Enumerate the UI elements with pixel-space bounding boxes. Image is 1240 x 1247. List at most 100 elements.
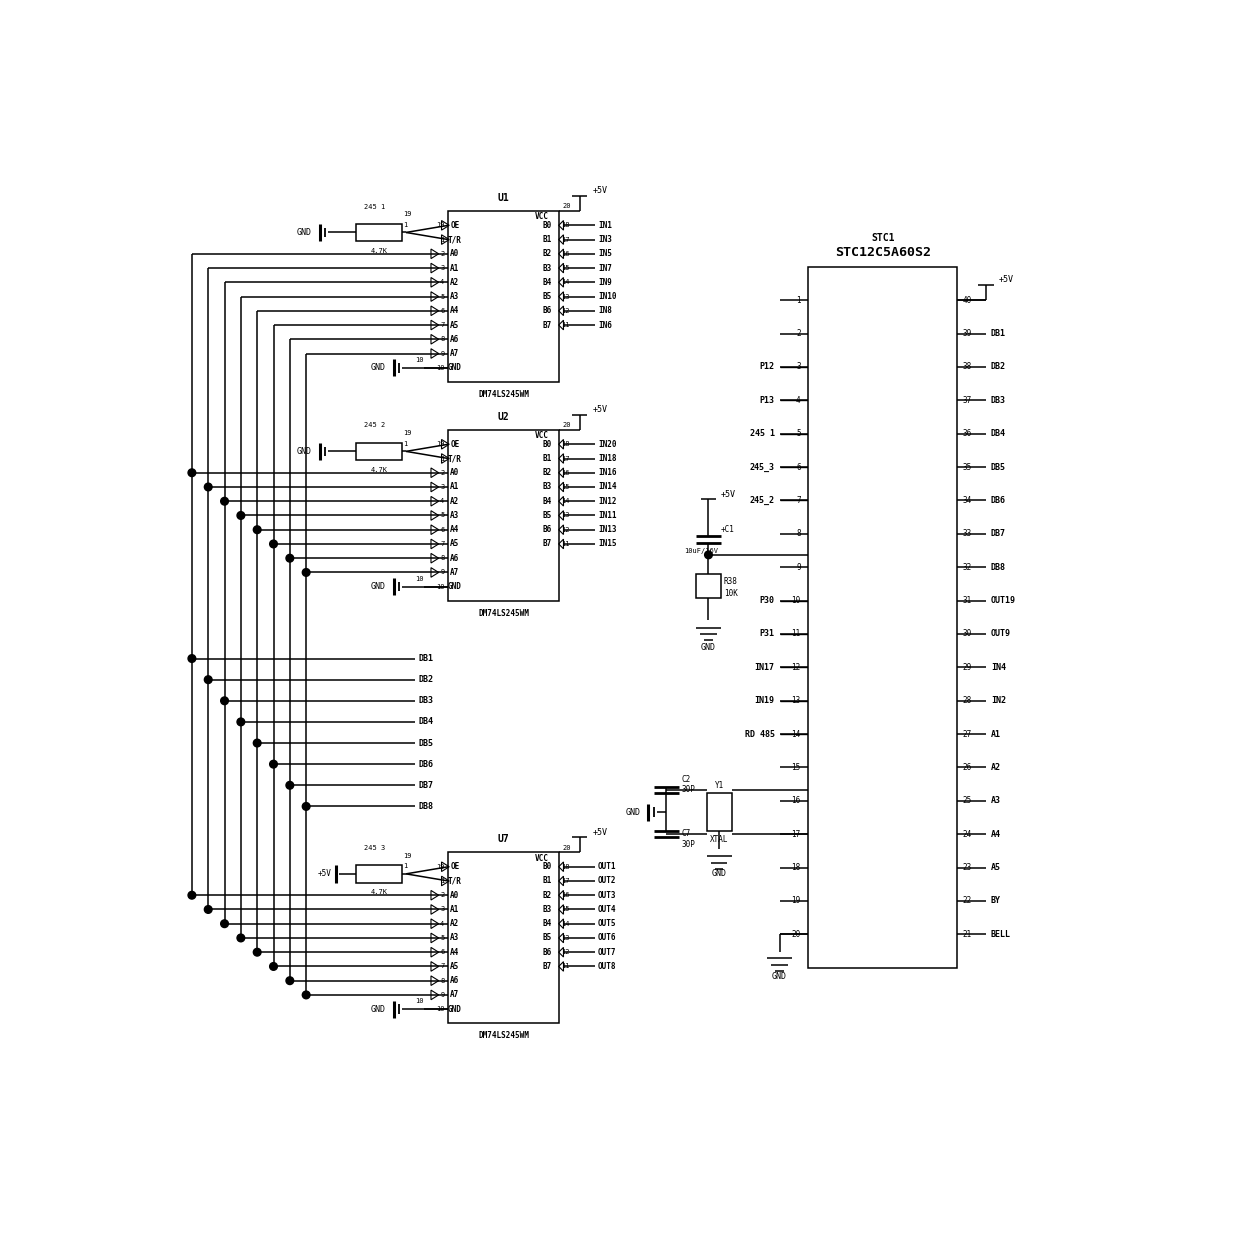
Text: OUT1: OUT1 [598, 862, 616, 872]
Text: OE: OE [450, 221, 460, 229]
Text: DB6: DB6 [418, 759, 434, 768]
Circle shape [188, 655, 196, 662]
Text: A5: A5 [450, 961, 460, 971]
Text: 22: 22 [963, 897, 972, 905]
Text: 1: 1 [440, 455, 444, 461]
Text: IN6: IN6 [598, 320, 611, 329]
Text: A7: A7 [450, 567, 460, 577]
Text: A2: A2 [450, 919, 460, 928]
Text: 9: 9 [440, 570, 444, 575]
Text: 25: 25 [963, 797, 972, 806]
Text: IN12: IN12 [598, 496, 616, 506]
Text: IN3: IN3 [598, 236, 611, 244]
Text: 1: 1 [796, 296, 801, 304]
Text: 14: 14 [562, 279, 570, 286]
Text: IN14: IN14 [598, 483, 616, 491]
Text: 16: 16 [791, 797, 801, 806]
Text: IN7: IN7 [598, 263, 611, 273]
Text: BELL: BELL [991, 930, 1011, 939]
Text: 1: 1 [403, 222, 408, 228]
Text: 6: 6 [796, 463, 801, 471]
Text: B7: B7 [543, 540, 552, 549]
Circle shape [237, 934, 244, 941]
Text: U1: U1 [497, 192, 510, 203]
Text: RD 485: RD 485 [745, 729, 775, 738]
Text: 7: 7 [796, 496, 801, 505]
Text: C7: C7 [682, 829, 691, 838]
Text: 10uF/16V: 10uF/16V [684, 547, 718, 554]
Text: 3: 3 [440, 484, 444, 490]
Text: 26: 26 [963, 763, 972, 772]
Text: A5: A5 [991, 863, 1001, 872]
Text: OUT19: OUT19 [991, 596, 1016, 605]
Text: GND: GND [371, 582, 386, 591]
Text: 40: 40 [963, 296, 972, 304]
Text: A2: A2 [450, 278, 460, 287]
Text: 8: 8 [440, 978, 444, 984]
Text: A2: A2 [450, 496, 460, 506]
Text: B3: B3 [543, 905, 552, 914]
Circle shape [205, 905, 212, 913]
Text: 15: 15 [562, 484, 570, 490]
Text: DB5: DB5 [418, 738, 434, 747]
Text: 24: 24 [963, 829, 972, 839]
Text: IN17: IN17 [755, 663, 775, 672]
Text: OUT4: OUT4 [598, 905, 616, 914]
Text: 1: 1 [403, 440, 408, 446]
Text: A1: A1 [450, 905, 460, 914]
Text: 12: 12 [562, 949, 570, 955]
Text: DB1: DB1 [991, 329, 1006, 338]
Text: 6: 6 [440, 949, 444, 955]
Text: 10K: 10K [724, 589, 738, 597]
Text: 10: 10 [415, 576, 424, 582]
Text: 5: 5 [796, 429, 801, 438]
Text: 12: 12 [562, 526, 570, 532]
Text: GND: GND [371, 1005, 386, 1014]
Text: B0: B0 [543, 221, 552, 229]
Text: 33: 33 [963, 529, 972, 539]
Text: IN9: IN9 [598, 278, 611, 287]
Text: 10: 10 [436, 365, 444, 370]
Circle shape [205, 676, 212, 683]
Text: U7: U7 [497, 834, 510, 844]
Text: GND: GND [448, 363, 463, 373]
Text: 4.7K: 4.7K [371, 889, 388, 895]
Text: BY: BY [991, 897, 1001, 905]
Text: 13: 13 [562, 293, 570, 299]
Text: 4: 4 [440, 920, 444, 927]
Text: T/R: T/R [448, 236, 463, 244]
Circle shape [303, 991, 310, 999]
Text: 16: 16 [562, 892, 570, 898]
Text: 20: 20 [563, 203, 572, 209]
Text: A3: A3 [450, 292, 460, 301]
Text: P13: P13 [760, 395, 775, 405]
Text: 18: 18 [791, 863, 801, 872]
Text: A5: A5 [450, 320, 460, 329]
Text: STC1: STC1 [870, 233, 894, 243]
Text: U2: U2 [497, 412, 510, 421]
Text: 19: 19 [403, 430, 412, 436]
Text: 36: 36 [963, 429, 972, 438]
Text: IN20: IN20 [598, 440, 616, 449]
Text: 2: 2 [796, 329, 801, 338]
Text: 13: 13 [562, 935, 570, 941]
Text: 4: 4 [796, 395, 801, 405]
Text: GND: GND [296, 446, 312, 456]
Text: OUT2: OUT2 [598, 877, 616, 885]
Text: 14: 14 [562, 920, 570, 927]
Circle shape [221, 498, 228, 505]
Circle shape [237, 511, 244, 519]
Text: C2: C2 [682, 776, 691, 784]
Text: A0: A0 [450, 249, 460, 258]
Circle shape [221, 697, 228, 705]
Circle shape [237, 718, 244, 726]
Text: 13: 13 [562, 513, 570, 519]
Text: 27: 27 [963, 729, 972, 738]
Bar [707, 793, 732, 832]
Text: A6: A6 [450, 554, 460, 562]
Text: OUT5: OUT5 [598, 919, 616, 928]
Text: A4: A4 [450, 307, 460, 315]
Text: +C1: +C1 [720, 525, 735, 535]
Text: 2: 2 [440, 470, 444, 476]
Bar [449, 430, 559, 601]
